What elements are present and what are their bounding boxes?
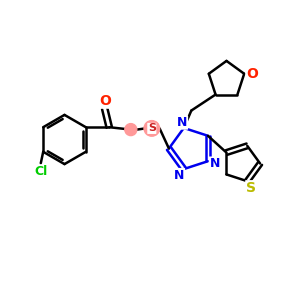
Text: O: O [99, 94, 111, 108]
Text: Cl: Cl [34, 165, 47, 178]
Text: N: N [177, 116, 188, 129]
Circle shape [125, 124, 137, 136]
Circle shape [144, 121, 160, 136]
Text: S: S [246, 181, 256, 195]
Text: N: N [174, 169, 184, 182]
Text: N: N [209, 157, 220, 170]
Text: O: O [246, 67, 258, 81]
Text: S: S [148, 123, 156, 134]
